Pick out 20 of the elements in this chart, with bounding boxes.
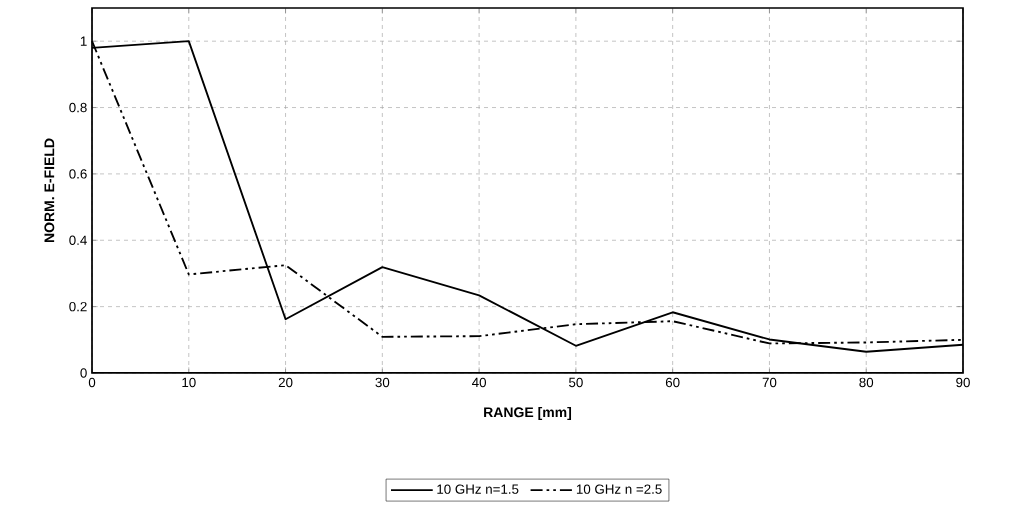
y-tick-label: 0.4 — [69, 235, 87, 245]
legend-label: 10 GHz n =2.5 — [576, 484, 662, 494]
y-tick-label: 0.6 — [69, 169, 87, 179]
x-axis-title: RANGE [mm] — [484, 406, 572, 421]
y-tick-label: 0.8 — [69, 102, 87, 113]
x-tick-label: 70 — [762, 377, 777, 388]
x-tick-label: 10 — [182, 377, 196, 388]
legend-label: 10 GHz n=1.5 — [437, 484, 519, 494]
x-tick-label: 20 — [278, 377, 293, 388]
y-tick-label: 1 — [80, 36, 87, 46]
x-tick-label: 40 — [472, 377, 487, 388]
y-tick-label: 0 — [80, 368, 87, 378]
y-axis-title: NORM. E-FIELD — [44, 138, 55, 243]
y-tick-label: 0.2 — [69, 301, 87, 312]
x-tick-label: 30 — [375, 377, 390, 388]
x-tick-label: 60 — [665, 377, 680, 388]
x-tick-label: 80 — [859, 377, 874, 388]
x-tick-label: 0 — [88, 377, 96, 388]
x-tick-label: 50 — [569, 377, 583, 388]
x-tick-label: 90 — [956, 377, 970, 388]
